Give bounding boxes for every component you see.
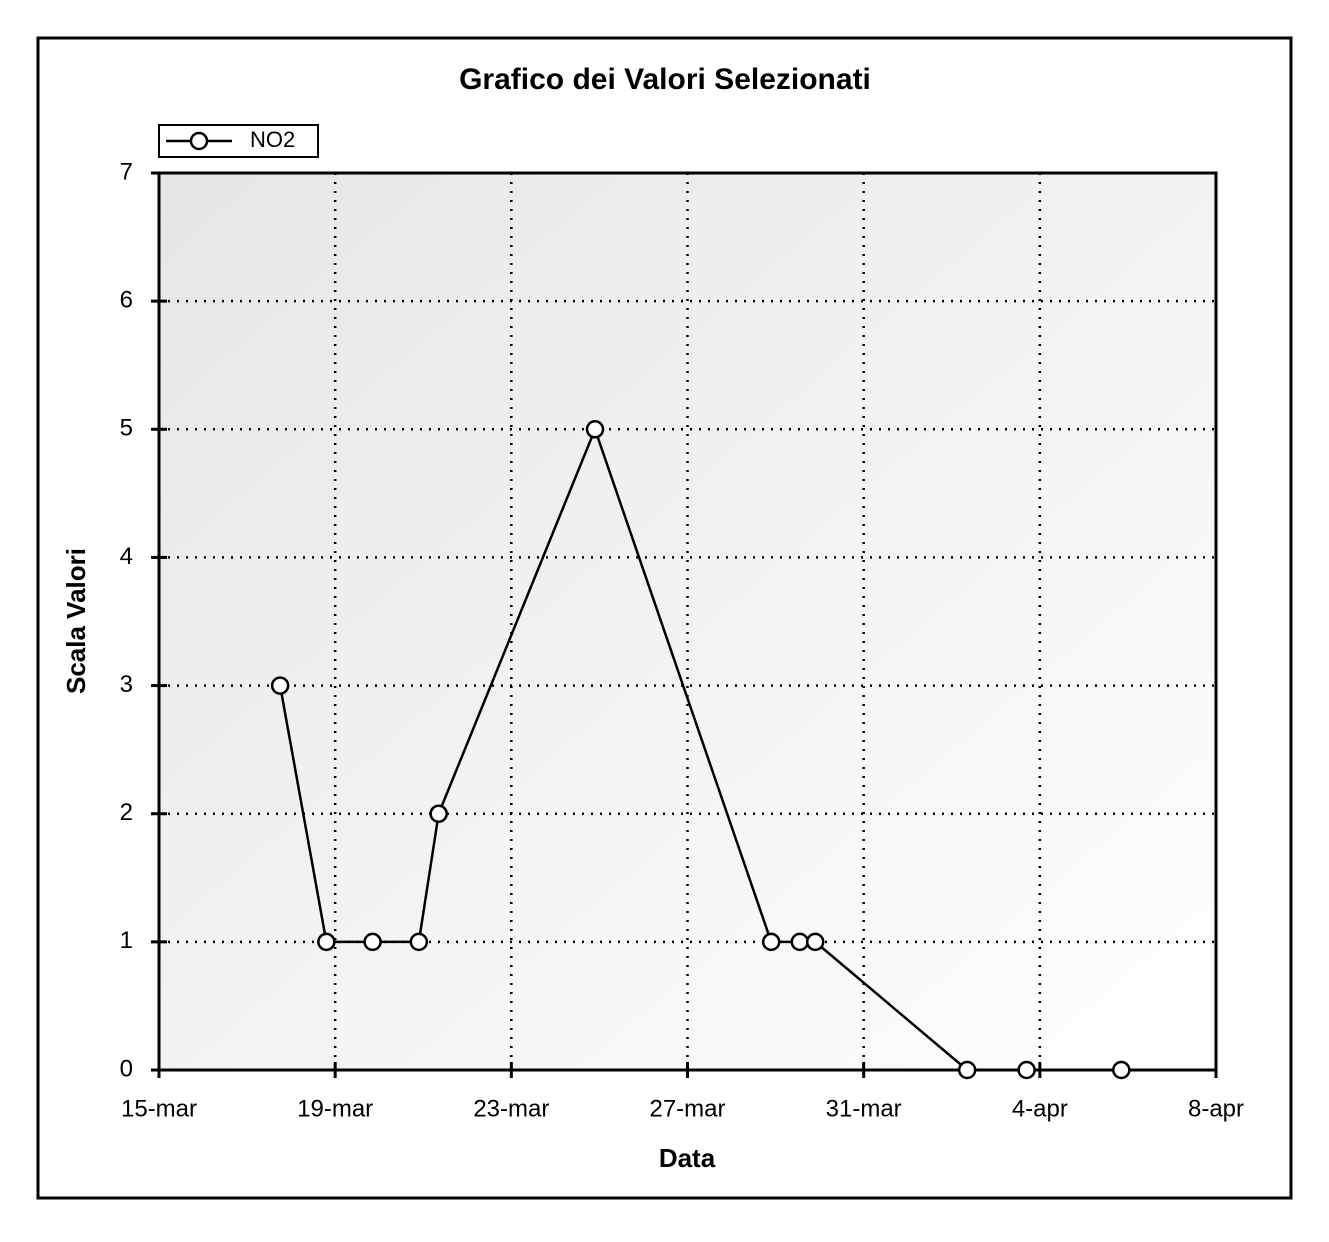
- data-point: [1017, 1060, 1036, 1080]
- y-axis-label: Scala Valori: [61, 548, 91, 694]
- x-tick-label: 4-apr: [1012, 1095, 1068, 1122]
- data-point: [363, 932, 382, 952]
- chart-title: Grafico dei Valori Selezionati: [459, 63, 871, 96]
- y-tick-label: 6: [120, 286, 133, 313]
- x-tick-label: 23-mar: [473, 1095, 549, 1122]
- data-point: [761, 932, 781, 952]
- x-tick-label: 15-mar: [121, 1095, 197, 1122]
- data-point: [790, 932, 810, 952]
- x-tick-label: 27-mar: [649, 1095, 725, 1122]
- y-tick-label: 2: [120, 799, 133, 826]
- plot-area: [159, 173, 1216, 1070]
- x-tick-label: 8-apr: [1188, 1095, 1244, 1122]
- y-tick-label: 7: [120, 158, 133, 185]
- y-tick-label: 4: [120, 543, 133, 570]
- y-tick-label: 5: [120, 415, 133, 442]
- data-point: [429, 804, 448, 823]
- x-axis-label: Data: [659, 1143, 716, 1173]
- data-point: [270, 676, 290, 695]
- data-point: [957, 1060, 977, 1080]
- y-tick-label: 3: [120, 671, 133, 698]
- y-tick-label: 0: [120, 1055, 133, 1082]
- data-point: [805, 932, 825, 952]
- x-tick-label: 19-mar: [297, 1095, 373, 1122]
- data-point: [317, 932, 336, 952]
- legend-label: NO2: [250, 127, 295, 152]
- legend: NO2: [158, 124, 319, 158]
- y-tick-label: 1: [120, 927, 133, 954]
- plot-border: [157, 171, 1218, 1072]
- x-tick-label: 31-mar: [826, 1095, 902, 1122]
- data-point: [585, 420, 605, 439]
- legend-marker: [189, 131, 209, 151]
- data-point: [1112, 1060, 1131, 1080]
- data-point: [409, 932, 429, 952]
